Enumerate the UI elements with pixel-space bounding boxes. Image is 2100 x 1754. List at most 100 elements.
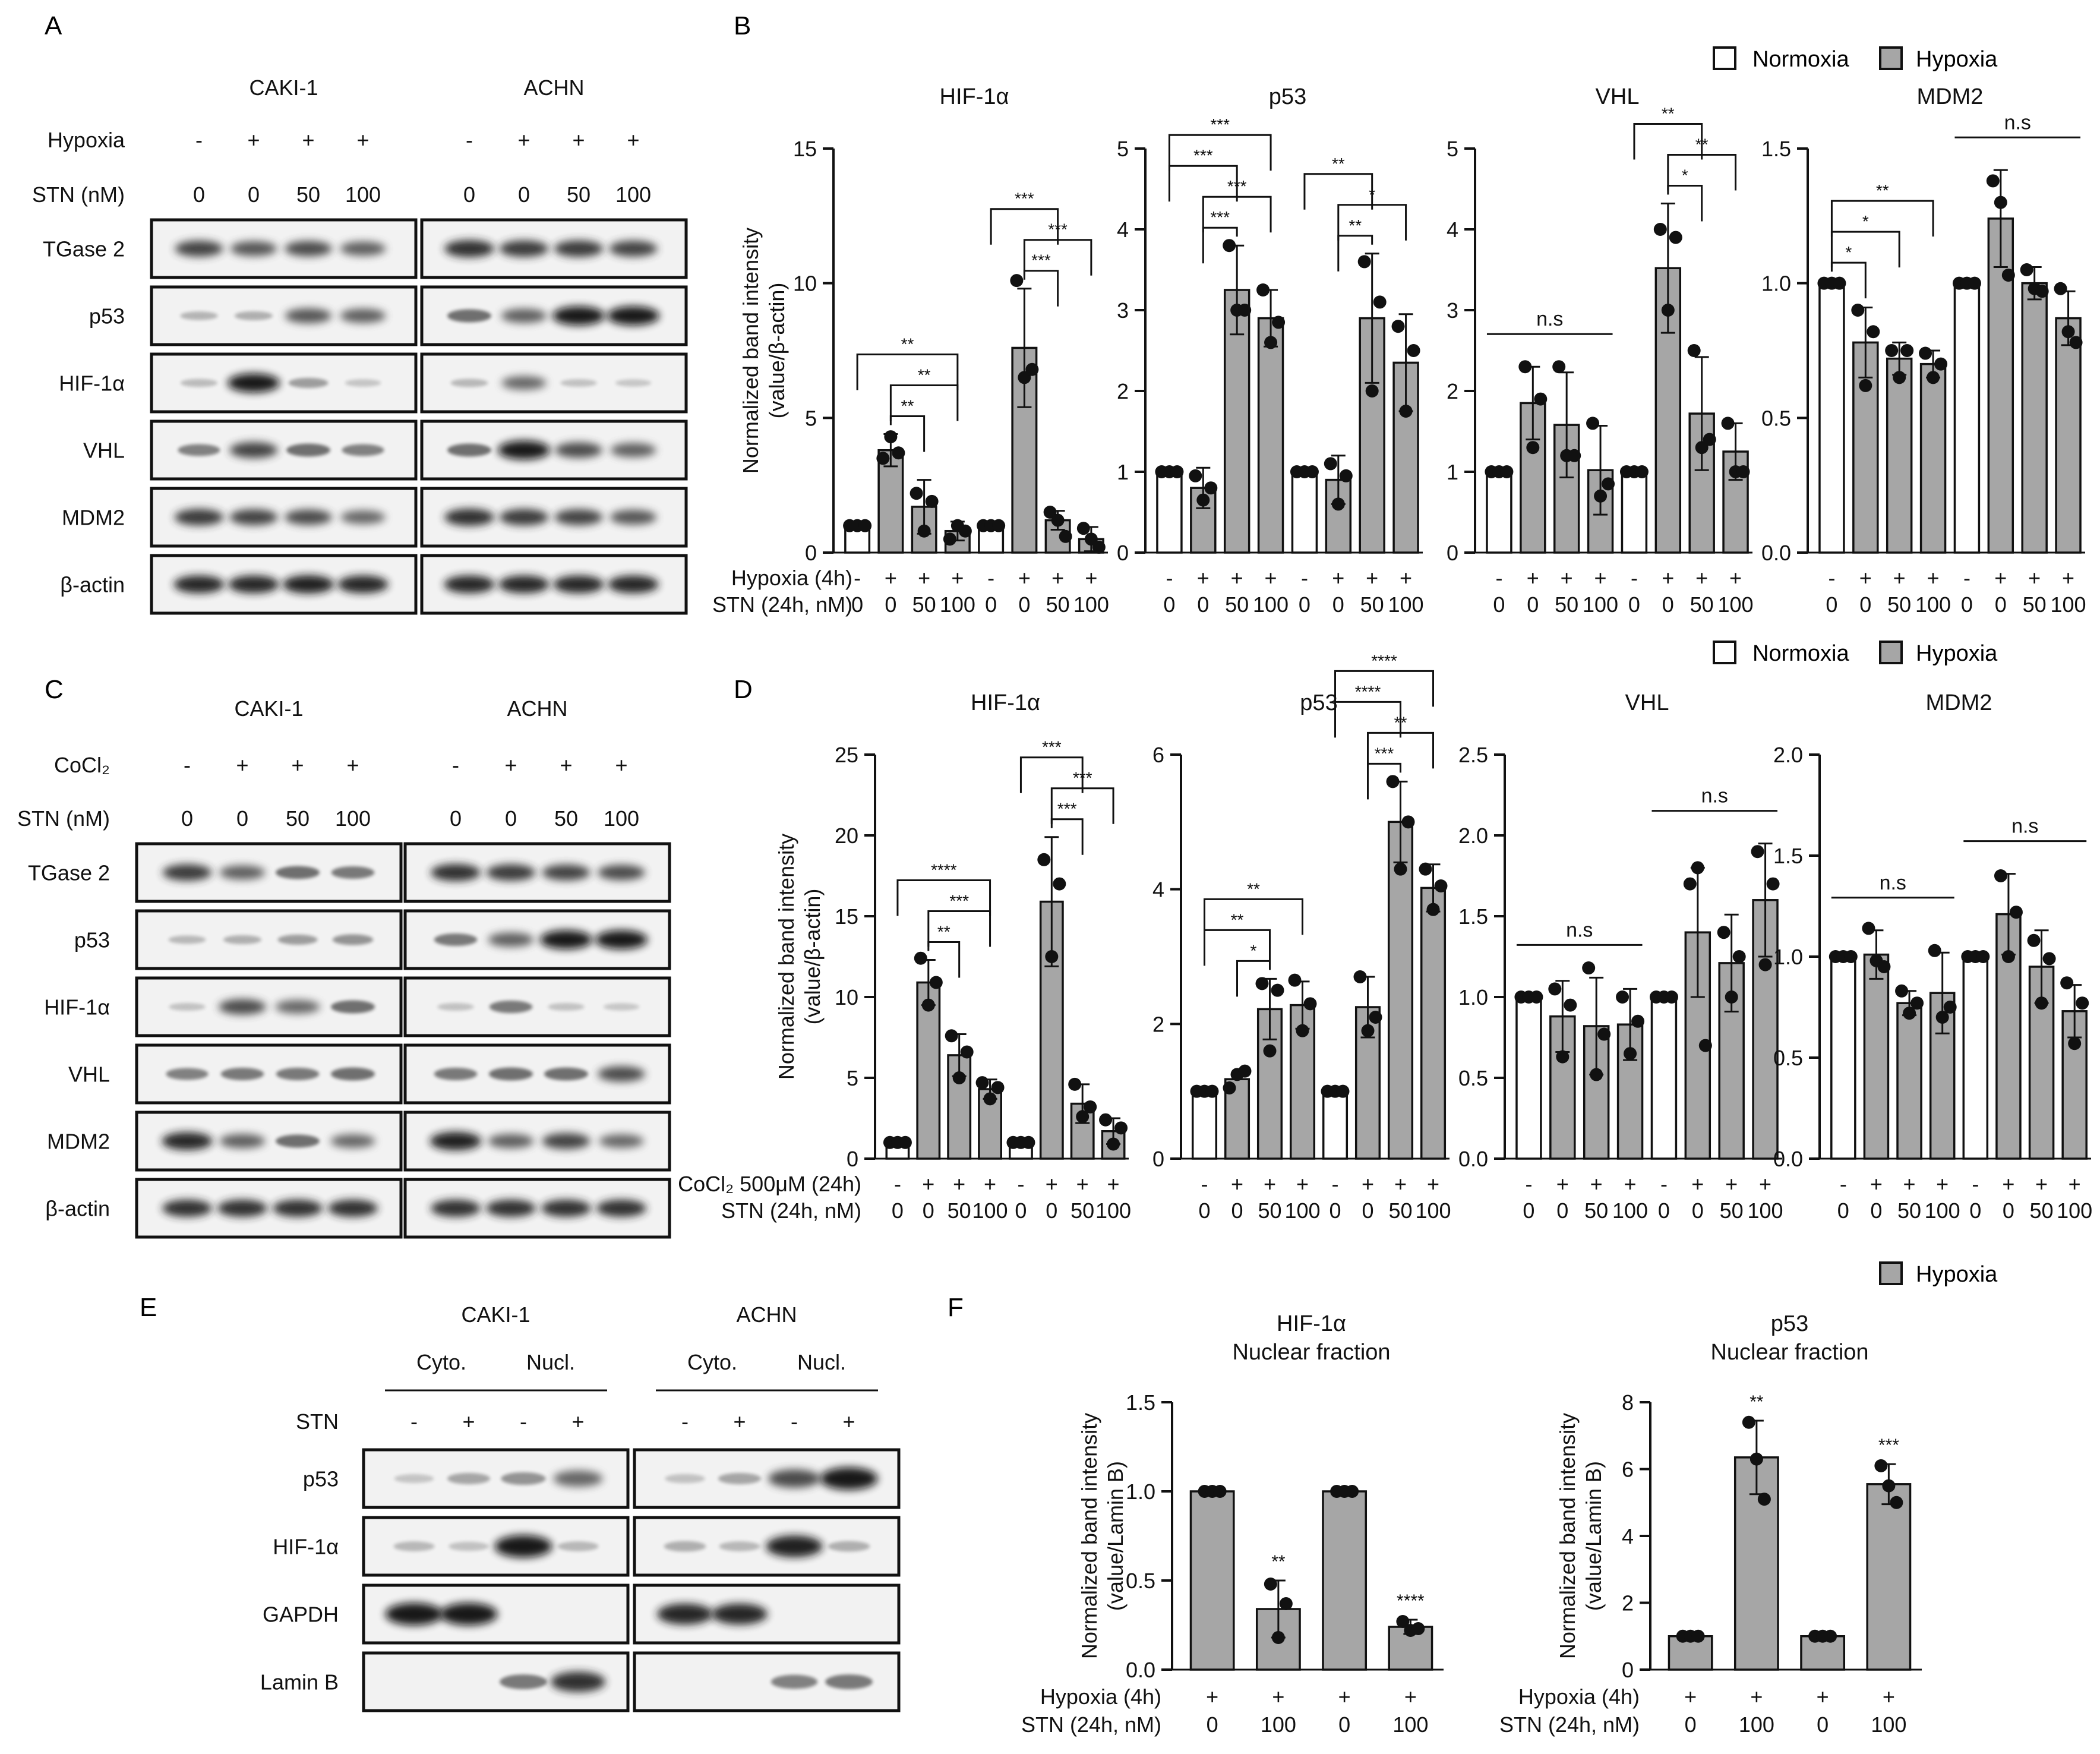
bar [1486, 471, 1512, 554]
data-point [1721, 417, 1735, 430]
chart-title: VHL [1596, 84, 1640, 109]
bar [1722, 450, 1749, 554]
protein-band [440, 1602, 498, 1626]
protein-band [331, 866, 375, 879]
treatment-sign: + [2062, 566, 2074, 590]
chart-title: p53 [1269, 84, 1306, 109]
data-point [1092, 540, 1106, 554]
data-point [1346, 1485, 1359, 1498]
stn-value: 0 [450, 806, 462, 831]
y-axis-label: (value/β-actin) [800, 889, 825, 1025]
condition-value: + [236, 753, 248, 777]
significance-label: ** [1247, 879, 1260, 898]
treatment-sign: + [1427, 1172, 1439, 1196]
stn-dose-label: 100 [1612, 1198, 1648, 1223]
data-point [1661, 304, 1675, 317]
y-tick-label: 5 [805, 406, 817, 430]
protein-band [486, 1200, 536, 1217]
significance-label: *** [1878, 1436, 1899, 1455]
data-point [1407, 344, 1420, 357]
protein-band [434, 1067, 478, 1081]
stn-value: 0 [463, 182, 475, 207]
protein-band [223, 935, 262, 945]
stn-dose-label: 0 [1493, 592, 1505, 617]
treatment-sign: + [1296, 1172, 1309, 1196]
protein-band [230, 241, 277, 256]
treatment-sign: - [1525, 1172, 1532, 1196]
stn-row-label: STN (24h, nM) [712, 592, 852, 617]
stn-value: + [733, 1409, 746, 1434]
significance-bracket [1204, 929, 1271, 966]
significance-label: ** [901, 397, 914, 415]
stn-row-label: STN (24h, nM) [1499, 1712, 1640, 1737]
cell-line-label: CAKI-1 [234, 696, 303, 721]
protein-band [342, 444, 384, 456]
treatment-sign: + [1936, 1172, 1949, 1196]
protein-band [277, 934, 318, 945]
cell-line-label: ACHN [736, 1302, 797, 1327]
stn-value: 0 [193, 182, 205, 207]
data-point [958, 524, 972, 538]
data-point [929, 976, 943, 989]
bar [1650, 996, 1678, 1160]
protein-band [444, 509, 494, 526]
data-point [2068, 1037, 2082, 1050]
data-point [858, 519, 872, 532]
bar [1896, 1002, 1922, 1160]
treatment-sign: + [1338, 1684, 1351, 1709]
bar [1866, 1483, 1912, 1671]
stn-dose-label: 0 [1018, 592, 1030, 617]
legend-middle: Normoxia Hypoxia [1713, 641, 1998, 666]
condition-value: - [452, 753, 459, 777]
chart-title: p53 [1300, 690, 1337, 715]
protein-band [331, 1000, 375, 1014]
stn-value: - [410, 1409, 418, 1434]
protein-band [552, 306, 605, 326]
chart-title: HIF-1α [971, 690, 1040, 715]
bar [1420, 887, 1447, 1160]
stn-value: 100 [345, 182, 381, 207]
stn-dose-label: 50 [912, 592, 936, 617]
data-point [1255, 977, 1269, 990]
bar [1515, 996, 1542, 1160]
protein-band [599, 1134, 644, 1148]
protein-band [394, 1474, 434, 1484]
data-point [1750, 1452, 1763, 1466]
protein-label: TGase 2 [28, 861, 110, 885]
protein-band [718, 1473, 762, 1484]
data-point [1703, 433, 1716, 446]
significance-label: ** [918, 366, 931, 384]
protein-band [168, 935, 206, 944]
fraction-label: Nucl. [526, 1350, 575, 1374]
bar [1156, 471, 1183, 554]
stn-dose-label: 0 [1826, 592, 1837, 617]
fraction-label: Nucl. [797, 1350, 846, 1374]
protein-band [553, 575, 604, 594]
data-point [1616, 990, 1630, 1004]
data-point [1934, 357, 1948, 371]
protein-band [554, 509, 603, 525]
data-point [1882, 1479, 1896, 1493]
y-axis-label: Normalized band intensity [774, 834, 798, 1080]
chart-title: MDM2 [1926, 690, 1992, 715]
data-point [1928, 944, 1941, 957]
ns-label: n.s [1536, 308, 1563, 330]
treatment-sign: + [1725, 1172, 1738, 1196]
data-point [1500, 465, 1514, 478]
treatment-sign: + [918, 566, 930, 590]
treatment-sign: + [1759, 1172, 1771, 1196]
data-point [945, 1029, 958, 1043]
protein-band [719, 1541, 760, 1551]
legend-normoxia-swatch [1713, 46, 1736, 70]
data-point [2076, 996, 2089, 1010]
protein-label: p53 [303, 1467, 339, 1491]
y-axis-label: Normalized band intensity [738, 228, 763, 474]
data-point [1411, 1622, 1425, 1635]
chart-f2: 0 2 4 6 8 p53 Nuclear fraction Normalized band … [1499, 1311, 1922, 1737]
western-blot-a: CAKI-1 ACHN Hypoxia - + + + - + + + STN (nM) 0 0 50 100… [32, 75, 688, 615]
treatment-sign: + [1085, 566, 1097, 590]
protein-label: β-actin [60, 573, 125, 597]
chart-d1: 0 5 10 15 20 25 HIF-1α Normalized band intensit… [678, 690, 1131, 1223]
data-point [1114, 1121, 1128, 1135]
bar [1039, 900, 1064, 1160]
